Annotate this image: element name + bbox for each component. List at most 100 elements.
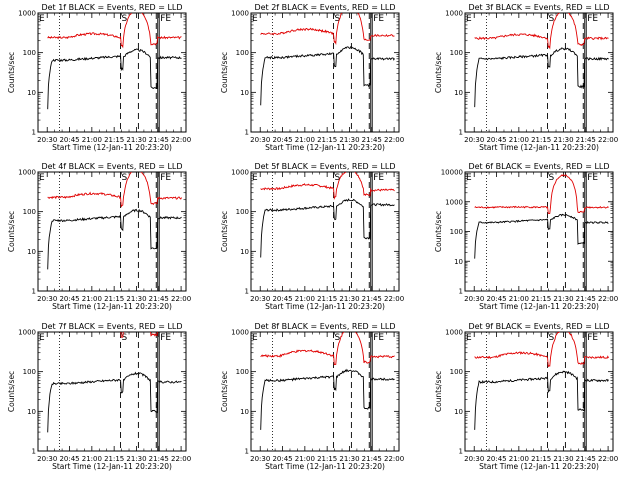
y-tick-label: 1 (245, 448, 249, 456)
y-tick-label: 100 (23, 208, 36, 216)
y-tick-label: 1000 (445, 198, 463, 206)
x-tick-label: 21:30 (126, 136, 146, 144)
x-tick-label: 21:15 (317, 295, 337, 303)
x-axis-label: Start Time (12-Jan-11 20:23:20) (52, 302, 172, 311)
x-tick-label: 21:45 (362, 136, 382, 144)
plot-title: Det 6f BLACK = Events, RED = LLD (468, 162, 609, 171)
y-tick-label: 100 (23, 368, 36, 376)
marker-fe: FE (373, 173, 384, 183)
x-axis-label: Start Time (12-Jan-11 20:23:20) (479, 302, 599, 311)
x-tick-label: 20:30 (464, 455, 484, 463)
series-lld-red (47, 13, 182, 49)
plot-title: Det 3f BLACK = Events, RED = LLD (468, 3, 609, 12)
marker-e: E (39, 14, 45, 24)
y-tick-label: 10 (454, 408, 463, 416)
y-axis-label: Counts/sec (434, 211, 443, 252)
plot-title: Det 2f BLACK = Events, RED = LLD (254, 3, 395, 12)
plot-title: Det 5f BLACK = Events, RED = LLD (254, 162, 395, 171)
y-axis-label: Counts/sec (7, 211, 16, 252)
plot-frame (250, 171, 400, 292)
plot-title: Det 1f BLACK = Events, RED = LLD (41, 3, 182, 12)
x-tick-label: 21:00 (82, 136, 102, 144)
y-tick-label: 10 (27, 408, 36, 416)
marker-fe: FE (587, 14, 598, 24)
series-lld-red (474, 13, 609, 50)
x-tick-label: 21:45 (362, 455, 382, 463)
y-tick-label: 1000 (231, 10, 249, 18)
x-tick-label: 21:30 (553, 136, 573, 144)
x-tick-label: 22:00 (384, 455, 404, 463)
x-tick-label: 22:00 (598, 136, 618, 144)
y-tick-label: 1 (459, 288, 463, 296)
y-tick-label: 1 (32, 288, 36, 296)
plot-frame (464, 331, 614, 452)
plot-title: Det 4f BLACK = Events, RED = LLD (41, 162, 182, 171)
x-tick-label: 21:15 (531, 136, 551, 144)
y-tick-label: 1000 (445, 10, 463, 18)
marker-fe: FE (587, 333, 598, 343)
panel-det-1: Det 1f BLACK = Events, RED = LLD 1 10 100 10… (7, 3, 191, 152)
x-tick-label: 20:45 (272, 455, 292, 463)
plot-title: Det 9f BLACK = Events, RED = LLD (468, 322, 609, 331)
series-lld-red (260, 13, 395, 45)
marker-e: E (252, 333, 258, 343)
marker-s: S (335, 173, 341, 183)
x-tick-label: 21:00 (295, 455, 315, 463)
y-tick-label: 10000 (441, 169, 463, 177)
plot-frame (37, 12, 187, 133)
series-events-black (474, 370, 609, 430)
x-axis-label: Start Time (12-Jan-11 20:23:20) (479, 462, 599, 471)
y-tick-label: 100 (450, 228, 463, 236)
marker-s: S (122, 333, 128, 343)
marker-s: S (335, 14, 341, 24)
marker-s: S (122, 173, 128, 183)
panel-det-6: Det 6f BLACK = Events, RED = LLD 1 10 100 10… (434, 162, 618, 311)
x-tick-label: 20:30 (250, 455, 270, 463)
y-tick-label: 100 (236, 49, 249, 57)
y-axis-label: Counts/sec (434, 52, 443, 93)
y-axis-label: Counts/sec (220, 52, 229, 93)
x-tick-label: 22:00 (171, 455, 191, 463)
x-tick-label: 22:00 (384, 136, 404, 144)
x-tick-label: 20:30 (250, 136, 270, 144)
y-tick-label: 1 (245, 129, 249, 137)
y-tick-label: 1000 (18, 10, 36, 18)
x-tick-label: 20:30 (37, 136, 57, 144)
x-tick-label: 21:30 (339, 136, 359, 144)
x-tick-label: 20:30 (250, 295, 270, 303)
x-tick-label: 20:45 (59, 295, 79, 303)
y-tick-label: 10 (240, 89, 249, 97)
x-tick-label: 22:00 (171, 295, 191, 303)
y-tick-label: 10 (27, 248, 36, 256)
marker-fe: FE (160, 14, 171, 24)
y-tick-label: 1 (32, 129, 36, 137)
marker-e: E (39, 333, 45, 343)
x-tick-label: 21:00 (509, 295, 529, 303)
x-tick-label: 20:30 (37, 295, 57, 303)
y-tick-label: 1000 (231, 169, 249, 177)
series-events-black (47, 371, 182, 433)
x-tick-label: 20:30 (37, 455, 57, 463)
y-tick-label: 10 (27, 89, 36, 97)
x-tick-label: 22:00 (171, 136, 191, 144)
panel-det-9: Det 9f BLACK = Events, RED = LLD 1 10 100 10… (434, 322, 618, 471)
series-lld-red (474, 332, 609, 368)
x-tick-label: 21:15 (104, 295, 124, 303)
panel-det-3: Det 3f BLACK = Events, RED = LLD 1 10 100 10… (434, 3, 618, 152)
series-lld-red (260, 332, 395, 366)
x-tick-label: 21:00 (509, 136, 529, 144)
x-tick-label: 20:45 (272, 295, 292, 303)
series-events-black (47, 208, 182, 270)
y-tick-label: 10 (240, 408, 249, 416)
y-tick-label: 10 (454, 258, 463, 266)
plot-title: Det 8f BLACK = Events, RED = LLD (254, 322, 395, 331)
marker-e: E (466, 333, 472, 343)
y-tick-label: 1 (459, 448, 463, 456)
marker-fe: FE (160, 333, 171, 343)
plot-frame (464, 12, 614, 133)
y-tick-label: 1000 (231, 329, 249, 337)
x-axis-label: Start Time (12-Jan-11 20:23:20) (265, 143, 385, 152)
x-tick-label: 21:30 (339, 295, 359, 303)
panel-det-8: Det 8f BLACK = Events, RED = LLD 1 10 100 10… (220, 322, 404, 471)
